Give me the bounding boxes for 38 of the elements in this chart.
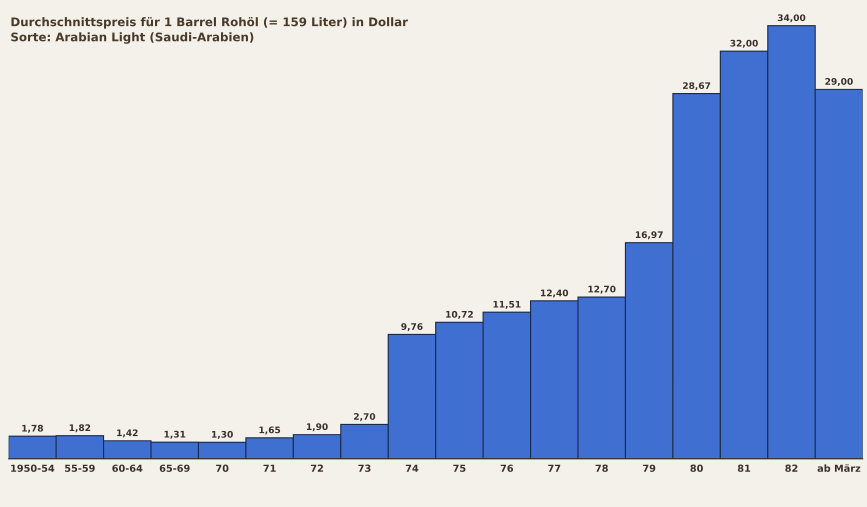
x-tick-label: 72	[310, 464, 323, 472]
data-label: 11,51	[494, 300, 520, 309]
x-tick-label: 78	[596, 464, 608, 472]
x-tick-label: 80	[690, 464, 703, 472]
data-label: 16,97	[636, 231, 663, 240]
x-tick-label: 65-69	[160, 464, 190, 472]
x-tick-label: ab März	[818, 464, 860, 472]
data-label: 12,40	[541, 290, 568, 298]
data-label: 1,90	[306, 423, 328, 432]
x-tick-label: 55-59	[65, 464, 95, 472]
data-label: 2,70	[354, 413, 376, 422]
data-label: 28,67	[683, 82, 710, 90]
data-label: 1,65	[259, 426, 280, 434]
data-label: 1,30	[212, 430, 233, 439]
x-tick-label: 75	[453, 464, 466, 472]
data-label: 12,70	[588, 286, 616, 294]
x-tick-label: 70	[216, 464, 228, 472]
x-tick-label: 74	[406, 464, 418, 472]
data-label: 29,00	[825, 78, 853, 86]
data-label: 9,76	[401, 323, 423, 332]
data-label: 32,00	[730, 40, 758, 48]
x-tick-label: 1950-54	[11, 464, 54, 472]
x-tick-label: 71	[264, 464, 276, 472]
data-label: 1,42	[117, 429, 138, 438]
data-label: 1,82	[70, 424, 90, 432]
data-label: 1,78	[22, 424, 43, 433]
chart-title: Durchschnittspreis für 1 Barrel Rohöl (= 159 Liter) in Dollar	[11, 17, 408, 29]
x-tick-label: 76	[500, 464, 514, 472]
data-label: 1,31	[164, 430, 186, 439]
x-tick-label: 81	[738, 464, 750, 472]
x-tick-label: 77	[548, 464, 560, 472]
text: Sorte: Arabian Light (Saudi-Arabien)	[11, 32, 254, 44]
x-tick-label: 79	[643, 464, 656, 472]
x-tick-label: 73	[358, 464, 370, 472]
x-tick-label: 82	[785, 464, 798, 472]
x-tick-label: 60-64	[112, 464, 142, 472]
data-label: 34,00	[778, 14, 806, 22]
data-label: 10,72	[446, 310, 473, 319]
